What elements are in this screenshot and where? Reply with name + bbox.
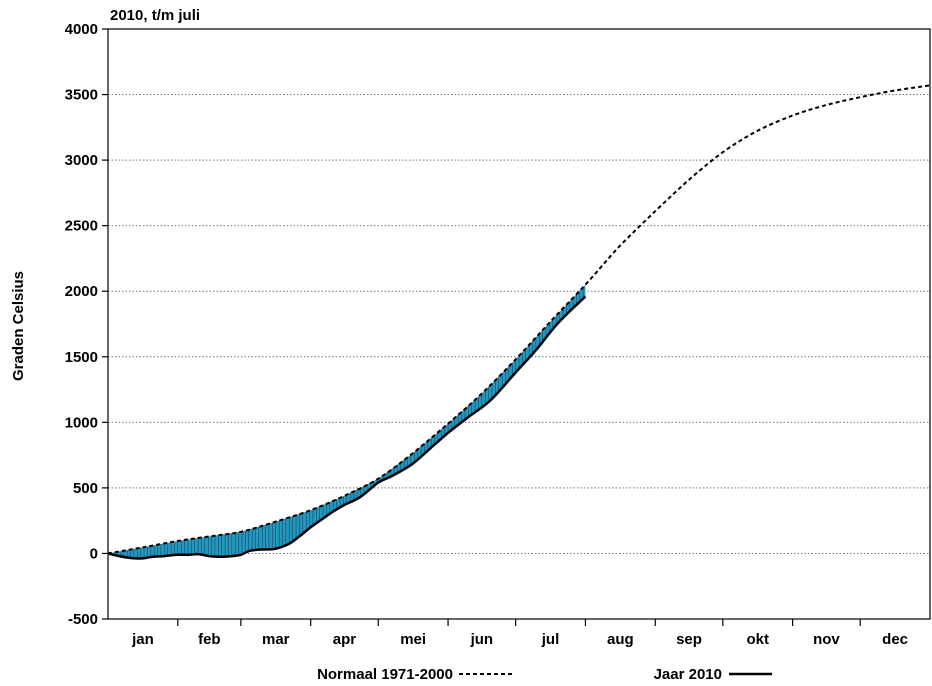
y-tick-label: 2500 (65, 218, 98, 235)
fill-layer (108, 284, 586, 559)
deviation-fill (108, 284, 586, 559)
x-tick-label-apr: apr (333, 631, 357, 648)
y-tick-label: 500 (73, 480, 98, 497)
x-tick-layer: jan feb mar apr mei jun jul aug sep okt nov dec (131, 619, 908, 648)
x-tick-label-jan: jan (131, 631, 154, 648)
y-tick-layer: -500 0 500 1000 1500 2000 2500 3000 3500 4000 (65, 21, 108, 628)
x-tick-label-dec: dec (882, 631, 908, 648)
y-tick-label: 2000 (65, 283, 98, 300)
x-tick-label-okt: okt (746, 631, 769, 648)
chart-title: 2010, t/m juli (110, 7, 200, 24)
x-tick-label-mar: mar (262, 631, 290, 648)
y-tick-label: 4000 (65, 21, 98, 38)
x-tick-label-mei: mei (400, 631, 426, 648)
legend-label-normaal: Normaal 1971-2000 (317, 666, 453, 683)
series-line-normaal (107, 84, 931, 555)
y-tick-label: 0 (90, 545, 98, 562)
plot-frame (107, 28, 931, 620)
x-tick-label-feb: feb (198, 631, 221, 648)
x-tick-label-aug: aug (607, 631, 634, 648)
y-tick-label: 1500 (65, 349, 98, 366)
legend-label-jaar: Jaar 2010 (654, 666, 722, 683)
x-tick-label-jul: jul (541, 631, 560, 648)
series-layer (107, 84, 931, 560)
legend: Normaal 1971-2000 Jaar 2010 (317, 666, 772, 683)
y-tick-label: 3500 (65, 87, 98, 104)
y-axis-label: Graden Celsius (10, 271, 27, 381)
series-line-jaar-2010 (107, 295, 587, 560)
y-tick-label: 3000 (65, 152, 98, 169)
x-tick-label-nov: nov (813, 631, 840, 648)
y-tick-label: -500 (68, 611, 98, 628)
x-tick-label-jun: jun (470, 631, 494, 648)
x-tick-label-sep: sep (676, 631, 702, 648)
grid-layer (108, 94, 930, 554)
y-tick-label: 1000 (65, 414, 98, 431)
